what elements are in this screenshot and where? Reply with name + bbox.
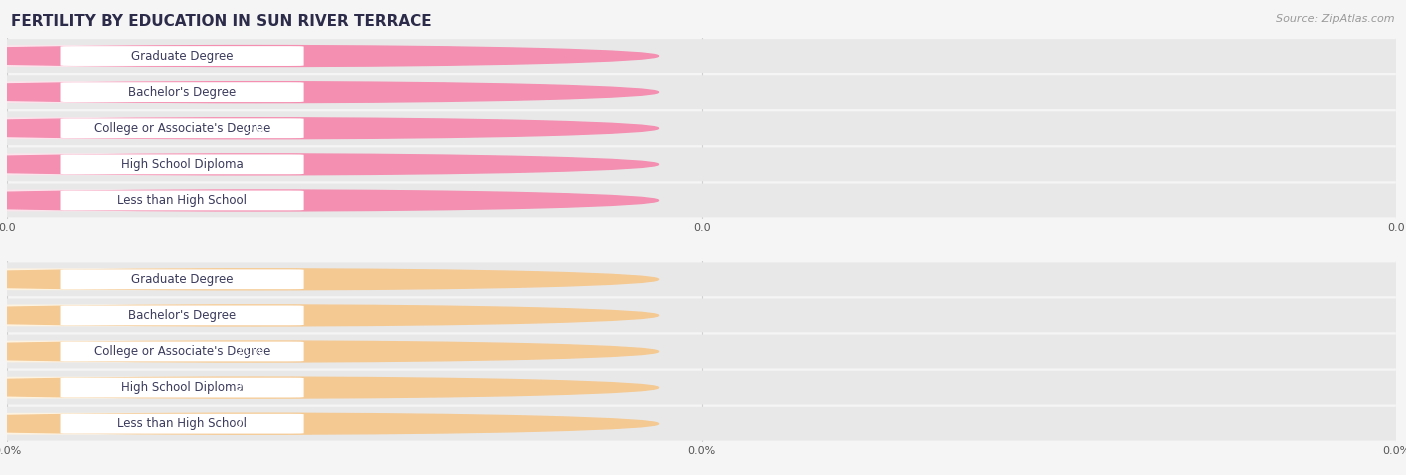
Text: High School Diploma: High School Diploma — [121, 158, 243, 171]
Text: Less than High School: Less than High School — [117, 417, 247, 430]
FancyBboxPatch shape — [0, 413, 295, 435]
Text: FERTILITY BY EDUCATION IN SUN RIVER TERRACE: FERTILITY BY EDUCATION IN SUN RIVER TERR… — [11, 14, 432, 29]
FancyBboxPatch shape — [0, 268, 295, 290]
FancyBboxPatch shape — [60, 190, 304, 210]
Text: College or Associate's Degree: College or Associate's Degree — [94, 345, 270, 358]
FancyBboxPatch shape — [0, 190, 295, 211]
FancyBboxPatch shape — [3, 183, 1405, 218]
FancyBboxPatch shape — [3, 111, 1405, 145]
FancyBboxPatch shape — [60, 46, 304, 66]
Text: 0.0: 0.0 — [246, 122, 264, 135]
Text: Bachelor's Degree: Bachelor's Degree — [128, 86, 236, 99]
FancyBboxPatch shape — [3, 39, 1405, 73]
FancyBboxPatch shape — [3, 370, 1405, 405]
Text: Graduate Degree: Graduate Degree — [131, 273, 233, 286]
Text: 0.0: 0.0 — [246, 49, 264, 63]
FancyBboxPatch shape — [3, 75, 1405, 109]
Text: Less than High School: Less than High School — [117, 194, 247, 207]
FancyBboxPatch shape — [3, 298, 1405, 332]
Text: College or Associate's Degree: College or Associate's Degree — [94, 122, 270, 135]
FancyBboxPatch shape — [0, 304, 295, 326]
FancyBboxPatch shape — [60, 118, 304, 138]
Circle shape — [0, 341, 658, 362]
FancyBboxPatch shape — [3, 334, 1405, 369]
FancyBboxPatch shape — [60, 342, 304, 361]
Circle shape — [0, 413, 658, 434]
Text: 0.0%: 0.0% — [235, 381, 264, 394]
FancyBboxPatch shape — [60, 154, 304, 174]
Text: Bachelor's Degree: Bachelor's Degree — [128, 309, 236, 322]
Text: Source: ZipAtlas.com: Source: ZipAtlas.com — [1277, 14, 1395, 24]
FancyBboxPatch shape — [3, 262, 1405, 296]
FancyBboxPatch shape — [60, 414, 304, 434]
FancyBboxPatch shape — [3, 407, 1405, 441]
Circle shape — [0, 305, 658, 326]
Circle shape — [0, 46, 658, 66]
FancyBboxPatch shape — [60, 305, 304, 325]
Text: 0.0%: 0.0% — [235, 309, 264, 322]
Text: 0.0%: 0.0% — [235, 273, 264, 286]
Text: 0.0: 0.0 — [246, 158, 264, 171]
FancyBboxPatch shape — [60, 378, 304, 398]
Circle shape — [0, 269, 658, 290]
FancyBboxPatch shape — [0, 153, 295, 175]
Circle shape — [0, 118, 658, 139]
FancyBboxPatch shape — [3, 147, 1405, 181]
Text: 0.0: 0.0 — [246, 86, 264, 99]
Text: 0.0%: 0.0% — [235, 345, 264, 358]
FancyBboxPatch shape — [60, 82, 304, 102]
FancyBboxPatch shape — [0, 45, 295, 67]
FancyBboxPatch shape — [0, 377, 295, 399]
Circle shape — [0, 82, 658, 103]
Circle shape — [0, 154, 658, 175]
FancyBboxPatch shape — [0, 117, 295, 139]
Circle shape — [0, 190, 658, 211]
Text: 0.0%: 0.0% — [235, 417, 264, 430]
FancyBboxPatch shape — [60, 269, 304, 289]
Text: Graduate Degree: Graduate Degree — [131, 49, 233, 63]
FancyBboxPatch shape — [0, 341, 295, 362]
Circle shape — [0, 377, 658, 398]
Text: High School Diploma: High School Diploma — [121, 381, 243, 394]
FancyBboxPatch shape — [0, 81, 295, 103]
Text: 0.0: 0.0 — [246, 194, 264, 207]
